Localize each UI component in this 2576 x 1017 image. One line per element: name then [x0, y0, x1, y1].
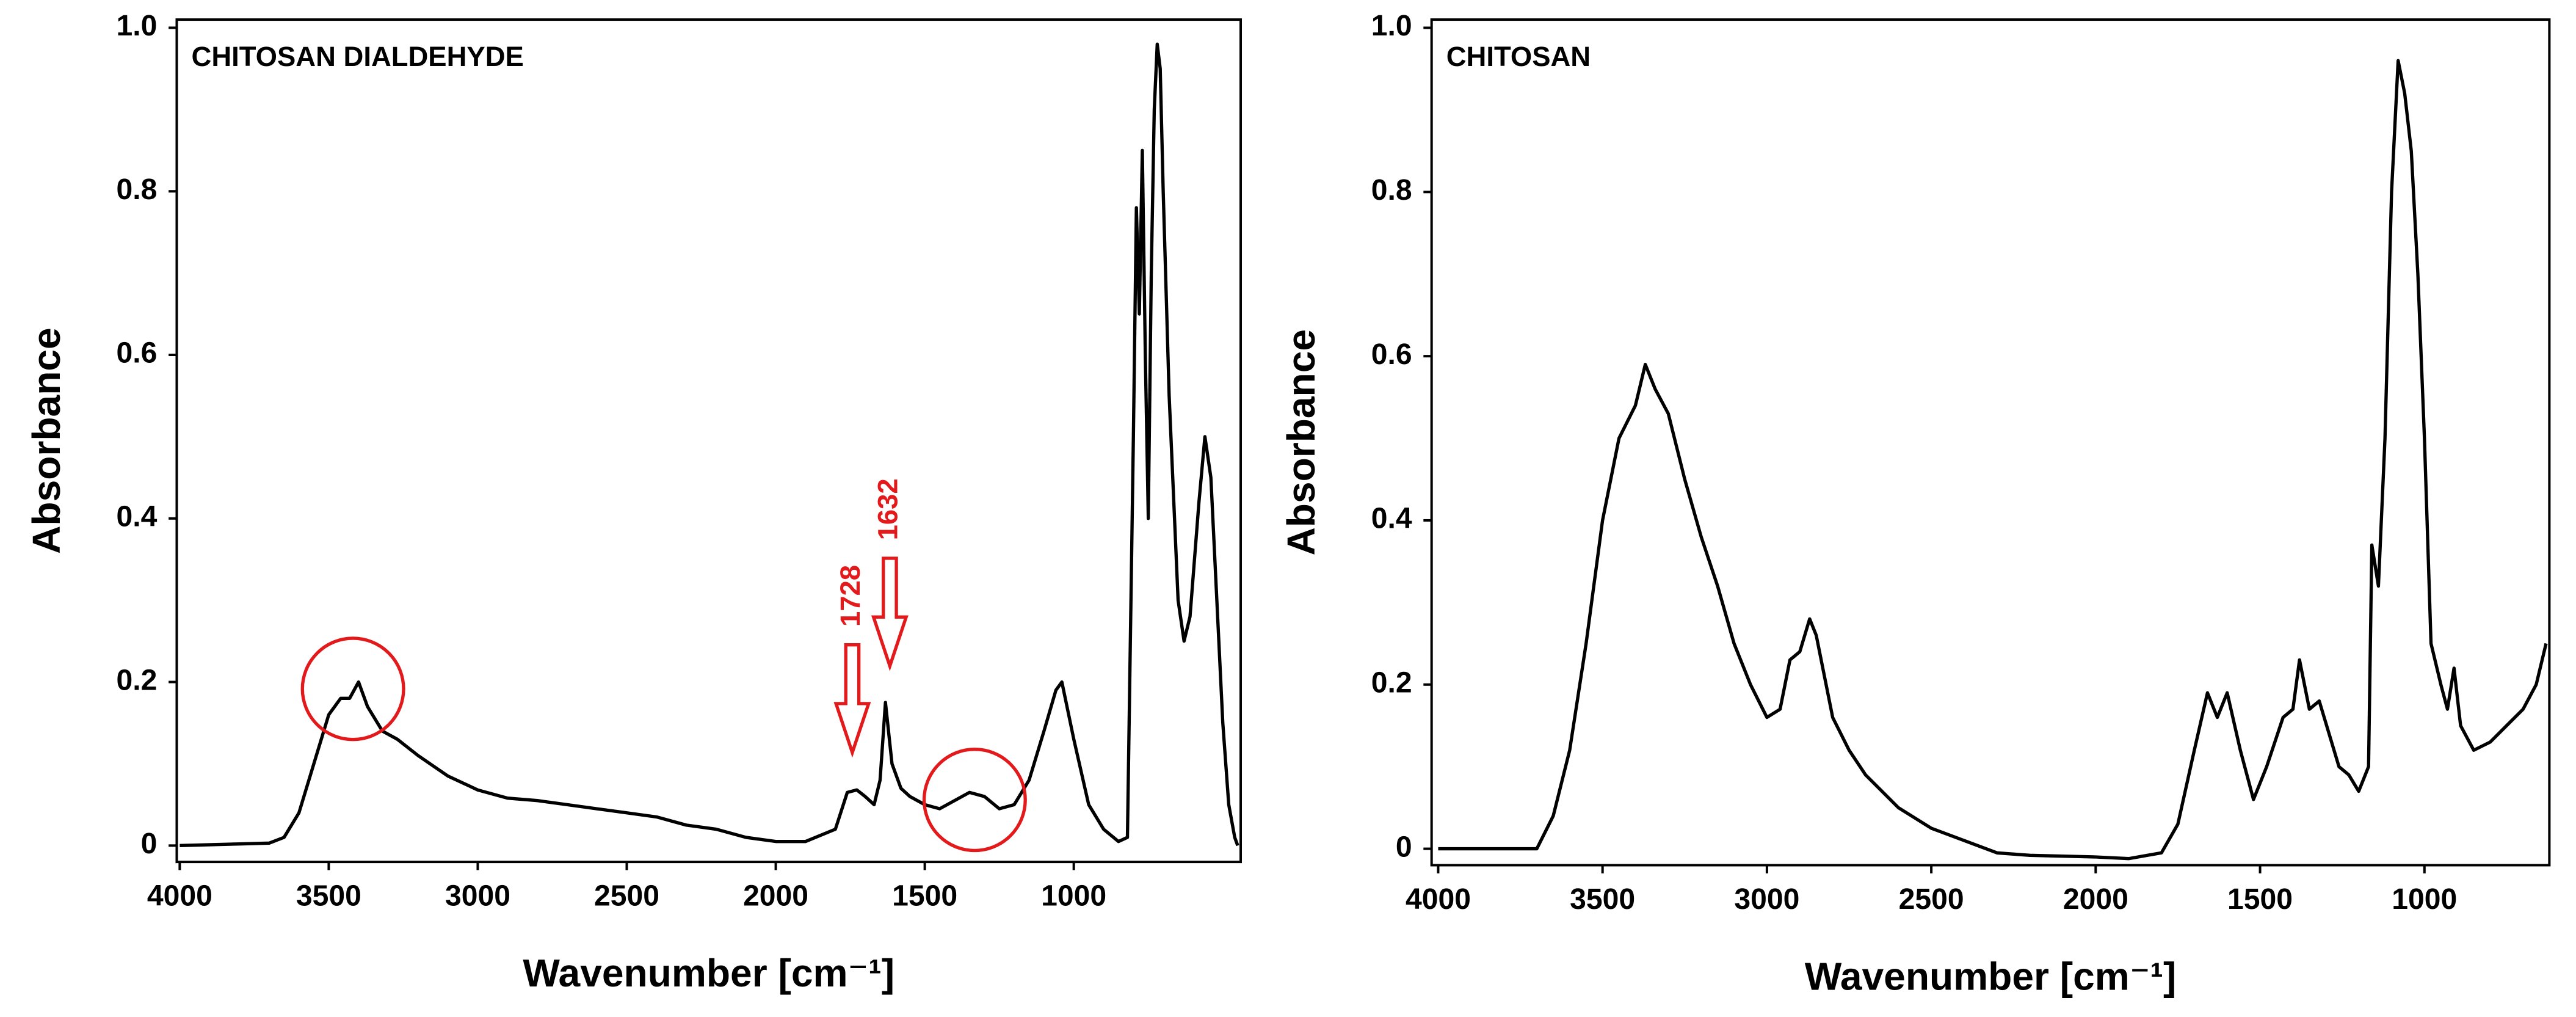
x-tick-label: 2000 — [743, 880, 808, 913]
arrow — [833, 643, 871, 758]
y-tick-label: 0.6 — [1371, 338, 1412, 371]
x-tick-label: 1000 — [2392, 883, 2457, 916]
x-tick-label: 3500 — [296, 880, 361, 913]
x-tick-label: 1000 — [1041, 880, 1106, 913]
x-axis-title: Wavenumber [cm⁻¹] — [523, 951, 894, 995]
y-tick-label: 0.2 — [117, 663, 158, 696]
highlight-circle — [922, 748, 1027, 853]
x-tick-label: 4000 — [147, 880, 212, 913]
spectrum-line — [180, 42, 1239, 848]
y-tick-label: 1.0 — [1371, 9, 1412, 42]
x-tick-label: 2000 — [2063, 883, 2128, 916]
y-tick-label: 0 — [1396, 830, 1412, 863]
y-axis-title: Absorbance — [1279, 329, 1323, 556]
x-tick-label: 3500 — [1570, 883, 1635, 916]
y-tick-label: 1.0 — [117, 9, 158, 42]
x-tick-label: 3000 — [445, 880, 510, 913]
y-tick-label: 0 — [141, 827, 158, 860]
x-tick-label: 4000 — [1406, 883, 1471, 916]
annotation-label: 1728 — [835, 565, 866, 627]
annotation-layer: 1728 1632 — [300, 478, 1027, 853]
y-tick-label: 0.6 — [117, 337, 158, 370]
y-tick-label: 0.4 — [1371, 502, 1412, 535]
spectrum-line — [1438, 59, 2548, 861]
y-tick-label: 0.8 — [1371, 173, 1412, 206]
x-tick-label: 1500 — [892, 880, 957, 913]
highlight-circle — [300, 636, 405, 742]
arrow — [871, 556, 909, 671]
y-axis-title: Absorbance — [24, 327, 68, 554]
x-tick-label: 2500 — [594, 880, 659, 913]
panel-title: CHITOSAN DIALDEHYDE — [192, 41, 524, 72]
plot-frame — [1430, 18, 2551, 867]
plot-frame — [175, 18, 1243, 864]
annotation-label: 1632 — [872, 478, 903, 540]
x-axis-title: Wavenumber [cm⁻¹] — [1805, 954, 2177, 998]
y-tick-label: 0.2 — [1371, 666, 1412, 699]
y-tick-label: 0.4 — [117, 500, 158, 533]
panel-title: CHITOSAN — [1446, 41, 1591, 72]
x-tick-label: 1500 — [2227, 883, 2293, 916]
y-tick-label: 0.8 — [117, 173, 158, 206]
x-tick-label: 2500 — [1899, 883, 1964, 916]
x-tick-label: 3000 — [1734, 883, 1799, 916]
